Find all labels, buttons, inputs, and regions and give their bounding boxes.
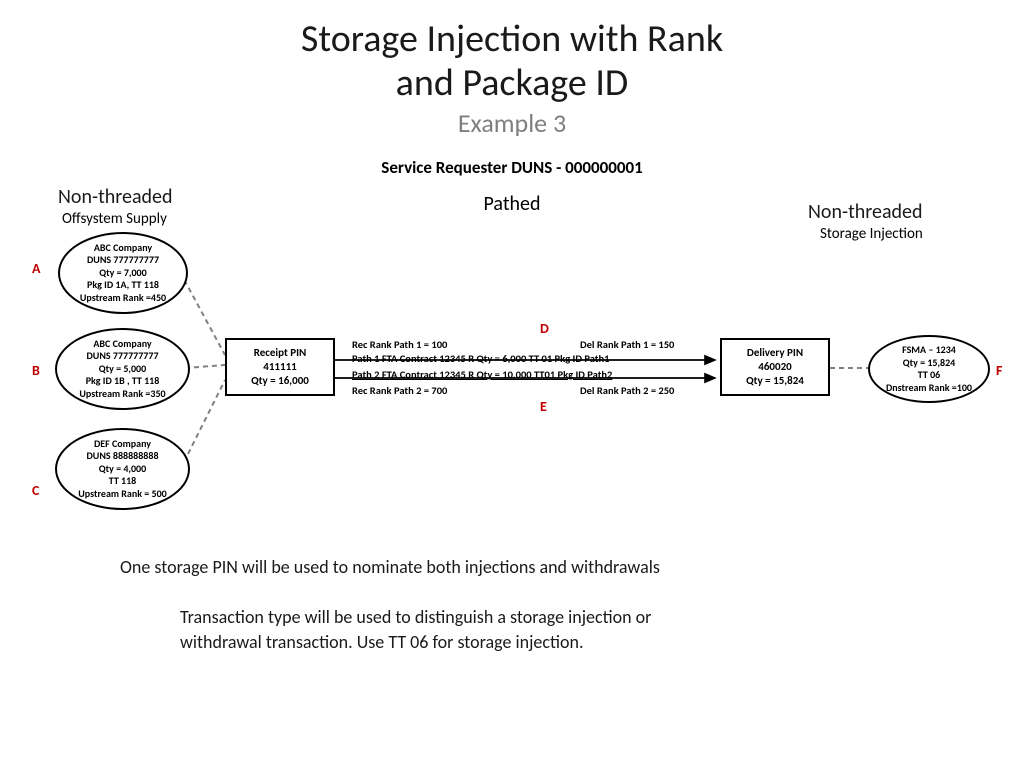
ellipse-f-l4: Dnstream Rank =100: [886, 382, 972, 395]
letter-c: C: [32, 482, 39, 499]
ellipse-c-l4: TT 118: [109, 475, 137, 488]
receipt-l1: Receipt PIN: [254, 346, 307, 360]
receipt-l3: Qty = 16,000: [251, 374, 309, 388]
ellipse-a: ABC Company DUNS 777777777 Qty = 7,000 P…: [58, 232, 188, 314]
right-section-sub: Storage Injection: [820, 225, 923, 243]
rec-rank-2: Rec Rank Path 2 = 700: [352, 384, 447, 397]
delivery-rect: Delivery PIN 460020 Qty = 15,824: [720, 338, 830, 396]
ellipse-c: DEF Company DUNS 888888888 Qty = 4,000 T…: [55, 428, 190, 510]
ellipse-f-l1: FSMA – 1234: [902, 344, 956, 357]
receipt-rect: Receipt PIN 411111 Qty = 16,000: [225, 338, 335, 396]
ellipse-b-l4: Pkg ID 1B , TT 118: [86, 375, 160, 388]
path-1: Path 1 FTA Contract 12345 R Qty = 6,000 …: [352, 352, 609, 365]
footer-line-2b: withdrawal transaction. Use TT 06 for st…: [180, 630, 584, 654]
del-rank-2: Del Rank Path 2 = 250: [580, 384, 674, 397]
footer-line-2a: Transaction type will be used to disting…: [180, 605, 651, 629]
page-title: Storage Injection with Rank and Package …: [0, 0, 1024, 105]
delivery-l1: Delivery PIN: [747, 346, 803, 360]
delivery-l2: 460020: [758, 360, 791, 374]
ellipse-a-l4: Pkg ID 1A, TT 118: [87, 279, 159, 292]
ellipse-b: ABC Company DUNS 777777777 Qty = 5,000 P…: [55, 328, 190, 410]
receipt-l2: 411111: [263, 360, 296, 374]
right-section-label: Non-threaded: [808, 200, 923, 224]
ellipse-a-l5: Upstream Rank =450: [80, 292, 166, 305]
letter-b: B: [32, 362, 40, 379]
title-line-2: and Package ID: [396, 60, 629, 106]
ellipse-b-l5: Upstream Rank =350: [79, 388, 165, 401]
left-section-label: Non-threaded: [58, 185, 173, 209]
del-rank-1: Del Rank Path 1 = 150: [580, 338, 674, 351]
ellipse-c-l5: Upstream Rank = 500: [78, 488, 166, 501]
ellipse-a-l2: DUNS 777777777: [87, 254, 159, 267]
delivery-l3: Qty = 15,824: [746, 374, 804, 388]
ellipse-f-l3: TT 06: [918, 369, 940, 382]
ellipse-f: FSMA – 1234 Qty = 15,824 TT 06 Dnstream …: [868, 335, 990, 403]
letter-e: E: [540, 398, 547, 415]
rec-rank-1: Rec Rank Path 1 = 100: [352, 338, 447, 351]
letter-a: A: [32, 260, 40, 277]
subtitle: Example 3: [0, 107, 1024, 139]
letter-f: F: [996, 362, 1002, 379]
letter-d: D: [540, 320, 549, 337]
left-section-sub: Offsystem Supply: [62, 210, 167, 228]
duns-header: Service Requester DUNS - 000000001: [0, 157, 1024, 178]
ellipse-c-l2: DUNS 888888888: [86, 450, 158, 463]
title-line-1: Storage Injection with Rank: [301, 16, 723, 62]
footer-line-1: One storage PIN will be used to nominate…: [120, 555, 660, 579]
path-2: Path 2 FTA Contract 12345 R Qty = 10,000…: [352, 368, 612, 381]
ellipse-b-l2: DUNS 777777777: [86, 350, 158, 363]
